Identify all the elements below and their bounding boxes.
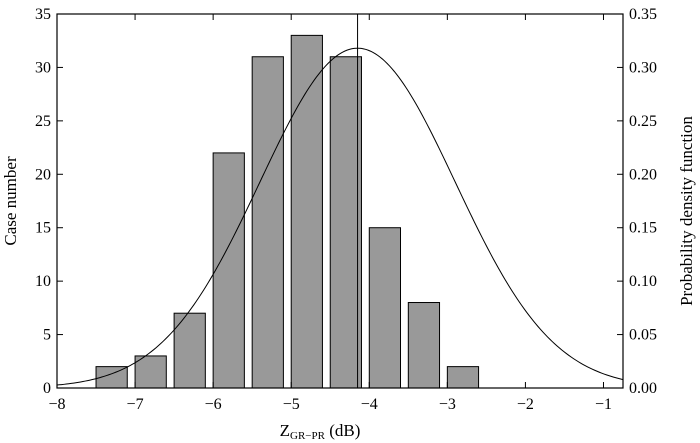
y-right-tick-label: 0.35 (629, 6, 657, 23)
pdf-curve (56, 47, 624, 386)
x-axis-title-subscript: GR−PR (290, 430, 326, 442)
x-axis-title: ZGR−PR (dB) (280, 421, 361, 442)
y-right-tick-label: 0.00 (629, 380, 657, 397)
bar-2 (173, 312, 206, 389)
ticks-layer: −8 −7 −6 −5 −4 −3 −2 −1 0 5 10 15 20 25 30 35 0.00 0.05 0.… (35, 6, 657, 413)
bar-9 (446, 366, 480, 389)
y-right-tick-label: 0.25 (629, 113, 657, 130)
y-left-tick-label: 5 (43, 327, 51, 344)
x-tick-label: −7 (127, 396, 144, 413)
y-axis-right-title: Probability density function (677, 116, 696, 306)
y-right-tick-label: 0.30 (629, 59, 657, 76)
y-right-tick-label: 0.10 (629, 273, 657, 290)
y-left-tick-label: 35 (35, 6, 51, 23)
x-tick-label: −3 (439, 396, 456, 413)
x-tick-label: −8 (48, 396, 65, 413)
y-right-tick-label: 0.20 (629, 166, 657, 183)
bar-3 (212, 152, 245, 389)
x-axis-title-unit: (dB) (325, 421, 360, 440)
y-left-tick-label: 20 (35, 166, 51, 183)
y-right-tick-label: 0.15 (629, 220, 657, 237)
x-tick-label: −4 (361, 396, 378, 413)
y-axis-left-title: Case number (1, 156, 20, 246)
y-left-tick-label: 25 (35, 113, 51, 130)
bar-4 (251, 56, 284, 389)
x-axis-title-main: Z (280, 421, 290, 440)
y-left-tick-label: 0 (43, 380, 51, 397)
x-tick-label: −1 (595, 396, 612, 413)
y-left-tick-label: 30 (35, 59, 51, 76)
x-tick-label: −6 (205, 396, 222, 413)
bars-layer (95, 34, 480, 389)
y-left-tick-label: 15 (35, 220, 51, 237)
x-tick-label: −5 (283, 396, 300, 413)
plot-frame (56, 13, 624, 389)
bar-1 (134, 355, 167, 389)
bar-5 (290, 34, 323, 389)
bar-6 (329, 56, 362, 389)
y-left-tick-label: 10 (35, 273, 51, 290)
bar-7 (368, 227, 402, 389)
y-right-tick-label: 0.05 (629, 327, 657, 344)
x-tick-label: −2 (517, 396, 534, 413)
bar-8 (407, 302, 441, 389)
